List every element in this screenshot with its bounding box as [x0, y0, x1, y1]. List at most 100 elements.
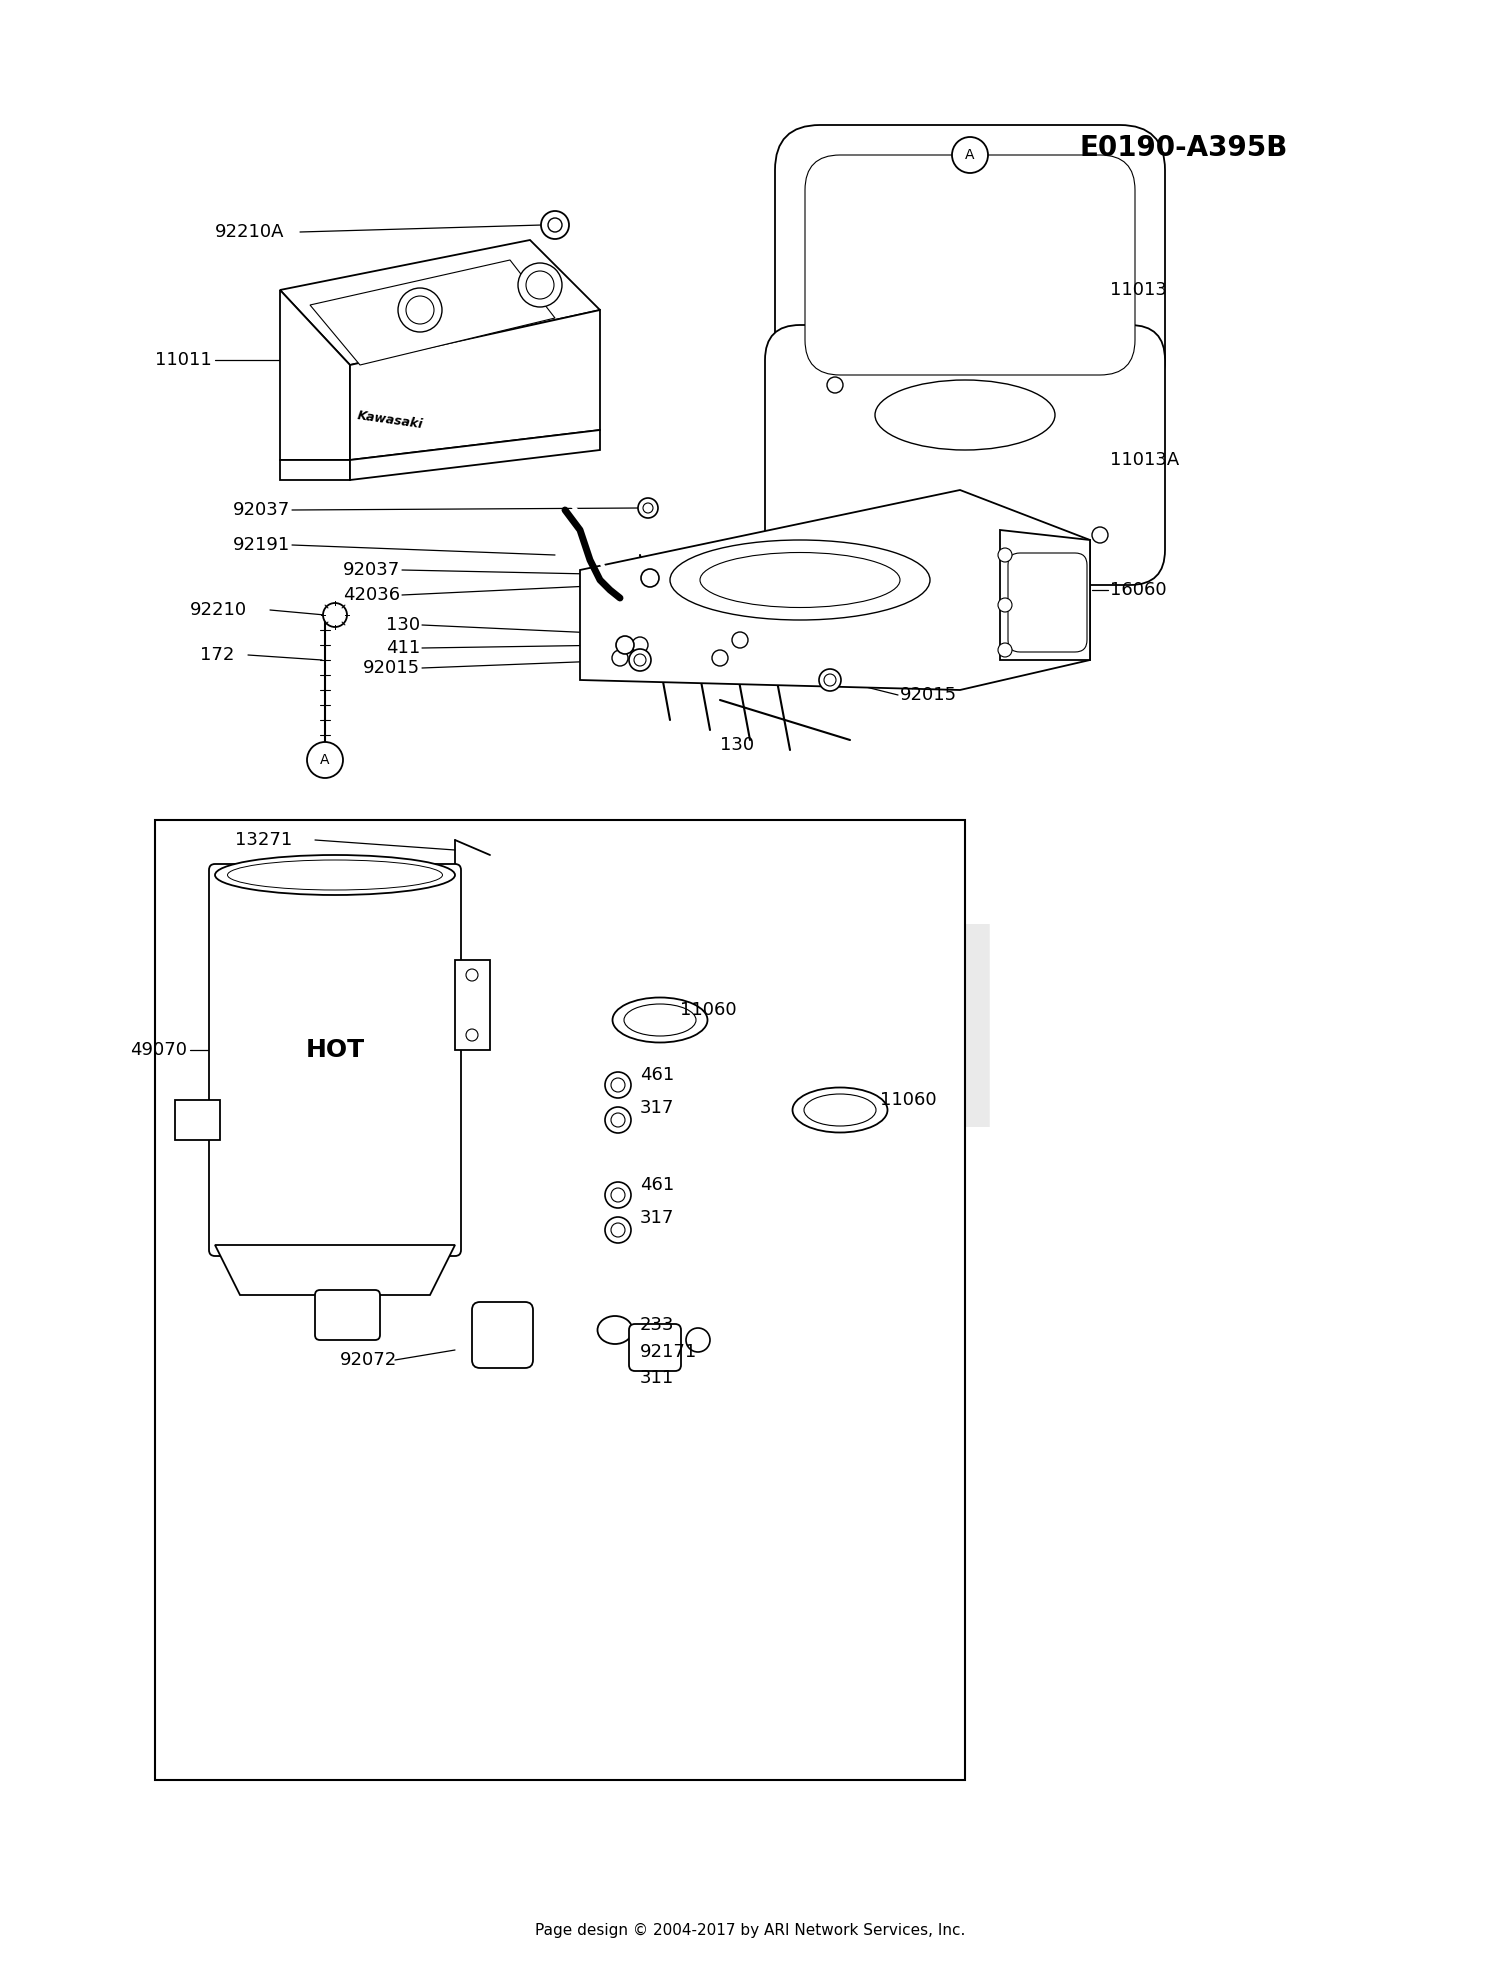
Text: 172: 172: [200, 645, 234, 663]
Ellipse shape: [700, 553, 900, 608]
Circle shape: [610, 1222, 626, 1236]
Ellipse shape: [792, 1087, 888, 1132]
Text: 11013: 11013: [1110, 281, 1167, 298]
Text: 92072: 92072: [340, 1352, 398, 1369]
FancyBboxPatch shape: [776, 126, 1166, 404]
Circle shape: [998, 598, 1012, 612]
Circle shape: [616, 636, 634, 653]
Polygon shape: [350, 430, 600, 481]
FancyBboxPatch shape: [315, 1289, 380, 1340]
FancyBboxPatch shape: [806, 155, 1136, 375]
Polygon shape: [1000, 530, 1090, 659]
Bar: [176, 1101, 220, 1140]
Bar: [154, 820, 964, 1780]
Text: 92171: 92171: [640, 1344, 698, 1362]
Text: 130: 130: [386, 616, 420, 634]
Circle shape: [604, 1071, 631, 1099]
FancyBboxPatch shape: [472, 1303, 532, 1368]
FancyBboxPatch shape: [628, 1324, 681, 1371]
Ellipse shape: [670, 540, 930, 620]
FancyBboxPatch shape: [765, 326, 1166, 585]
Text: 11060: 11060: [880, 1091, 936, 1109]
Ellipse shape: [804, 1095, 876, 1126]
Circle shape: [819, 669, 842, 691]
Text: 92015: 92015: [363, 659, 420, 677]
Circle shape: [322, 602, 346, 628]
Circle shape: [610, 1077, 626, 1093]
Circle shape: [466, 969, 478, 981]
Circle shape: [712, 649, 728, 665]
Text: 11011: 11011: [154, 351, 212, 369]
Circle shape: [638, 498, 658, 518]
Text: 130: 130: [720, 736, 754, 753]
Text: 42036: 42036: [344, 587, 400, 604]
Circle shape: [610, 1189, 626, 1203]
Ellipse shape: [612, 997, 708, 1042]
Circle shape: [640, 569, 658, 587]
Circle shape: [518, 263, 562, 306]
Text: 317: 317: [640, 1209, 675, 1226]
Circle shape: [827, 377, 843, 392]
Text: 92210: 92210: [190, 600, 248, 618]
FancyBboxPatch shape: [1008, 553, 1088, 651]
Text: 16060: 16060: [1110, 581, 1167, 598]
Ellipse shape: [228, 859, 442, 891]
Circle shape: [542, 212, 568, 239]
Ellipse shape: [597, 1317, 633, 1344]
Circle shape: [644, 502, 652, 512]
Circle shape: [604, 1107, 631, 1132]
Text: 11013A: 11013A: [1110, 451, 1179, 469]
Circle shape: [466, 1028, 478, 1042]
Circle shape: [952, 137, 988, 173]
Text: E0190-A395B: E0190-A395B: [1080, 133, 1288, 163]
Ellipse shape: [624, 1005, 696, 1036]
Polygon shape: [310, 261, 555, 365]
Circle shape: [1092, 528, 1108, 543]
Circle shape: [632, 638, 648, 653]
Ellipse shape: [476, 1320, 514, 1350]
Text: 461: 461: [640, 1175, 675, 1195]
Polygon shape: [280, 239, 600, 365]
Text: 92015: 92015: [900, 687, 957, 704]
Text: 13271: 13271: [236, 832, 292, 850]
FancyBboxPatch shape: [209, 863, 460, 1256]
Circle shape: [548, 218, 562, 232]
Circle shape: [686, 1328, 709, 1352]
Circle shape: [998, 644, 1012, 657]
Circle shape: [406, 296, 433, 324]
Text: ARI: ARI: [484, 914, 1016, 1185]
Text: A: A: [321, 753, 330, 767]
Text: HOT: HOT: [306, 1038, 364, 1061]
Text: 233: 233: [640, 1317, 675, 1334]
Text: 317: 317: [640, 1099, 675, 1116]
Text: 92210A: 92210A: [214, 224, 285, 241]
Text: 92191: 92191: [232, 536, 290, 553]
Ellipse shape: [214, 855, 454, 895]
Circle shape: [604, 1181, 631, 1209]
Text: A: A: [966, 147, 975, 163]
Circle shape: [398, 288, 442, 332]
Polygon shape: [280, 459, 350, 481]
Circle shape: [732, 632, 748, 647]
Circle shape: [998, 547, 1012, 561]
Circle shape: [612, 649, 628, 665]
Text: 411: 411: [386, 640, 420, 657]
Polygon shape: [580, 490, 1090, 691]
Text: 92037: 92037: [232, 500, 290, 520]
Circle shape: [824, 675, 836, 687]
Circle shape: [610, 1112, 626, 1126]
Circle shape: [526, 271, 554, 298]
Text: 92037: 92037: [342, 561, 400, 579]
Text: 311: 311: [640, 1369, 675, 1387]
Text: Page design © 2004-2017 by ARI Network Services, Inc.: Page design © 2004-2017 by ARI Network S…: [536, 1923, 964, 1938]
Polygon shape: [454, 959, 490, 1050]
Ellipse shape: [874, 381, 1054, 449]
Circle shape: [634, 653, 646, 665]
Circle shape: [628, 649, 651, 671]
Text: 11060: 11060: [680, 1001, 736, 1018]
Polygon shape: [350, 310, 600, 459]
Circle shape: [308, 742, 344, 779]
Polygon shape: [214, 1246, 454, 1295]
Polygon shape: [280, 290, 350, 459]
Text: Kawasaki: Kawasaki: [356, 408, 424, 432]
